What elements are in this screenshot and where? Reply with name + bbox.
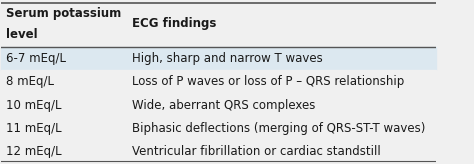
Text: Wide, aberrant QRS complexes: Wide, aberrant QRS complexes (132, 99, 315, 112)
Text: Loss of P waves or loss of P – QRS relationship: Loss of P waves or loss of P – QRS relat… (132, 75, 404, 89)
Text: Biphasic deflections (merging of QRS-ST-T waves): Biphasic deflections (merging of QRS-ST-… (132, 122, 425, 135)
Text: 11 mEq/L: 11 mEq/L (6, 122, 61, 135)
Text: level: level (6, 28, 37, 41)
Bar (1, 47, 437, 71)
Bar (1, 117, 437, 140)
Text: High, sharp and narrow T waves: High, sharp and narrow T waves (132, 52, 323, 65)
Text: 10 mEq/L: 10 mEq/L (6, 99, 61, 112)
Text: Serum potassium: Serum potassium (6, 7, 121, 20)
Bar (1, 140, 437, 163)
Text: 12 mEq/L: 12 mEq/L (6, 145, 61, 158)
Bar (1, 71, 437, 93)
Text: Ventricular fibrillation or cardiac standstill: Ventricular fibrillation or cardiac stan… (132, 145, 381, 158)
Text: ECG findings: ECG findings (132, 17, 216, 30)
Text: 6-7 mEq/L: 6-7 mEq/L (6, 52, 66, 65)
Text: 8 mEq/L: 8 mEq/L (6, 75, 54, 89)
Bar (1, 93, 437, 117)
Bar (1, 1, 437, 47)
